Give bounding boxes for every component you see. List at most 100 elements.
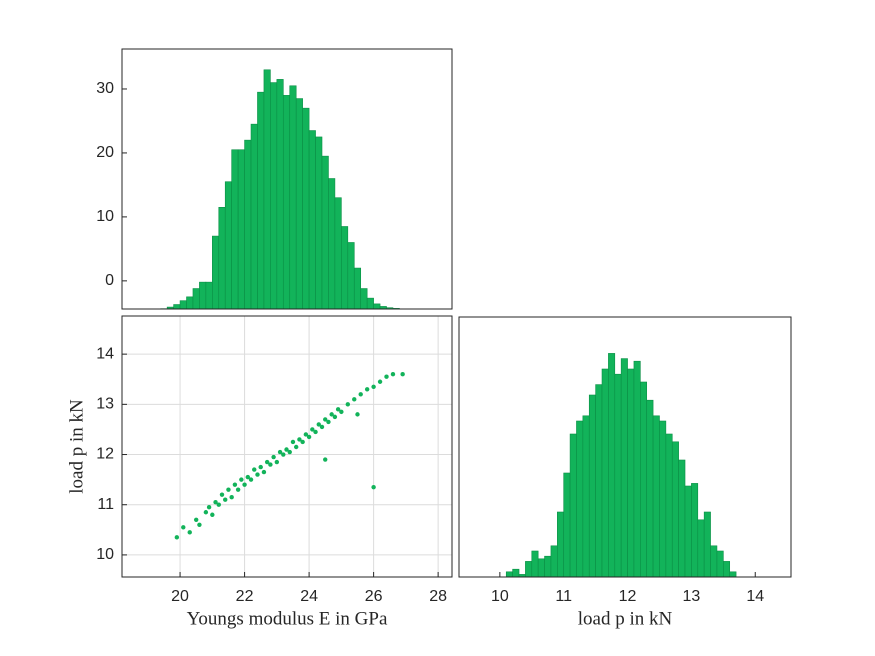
histogram-bar xyxy=(652,415,660,578)
histogram-bar xyxy=(627,368,635,578)
scatter-point xyxy=(181,525,186,530)
histogram-bar xyxy=(723,561,731,578)
scatter-point xyxy=(377,379,383,384)
y-tick-label: 12 xyxy=(96,446,114,463)
scatter-point xyxy=(300,439,305,445)
scatter-point xyxy=(206,505,212,510)
histogram-bar xyxy=(671,441,679,578)
scatter-point xyxy=(287,449,292,455)
scatter-point xyxy=(274,459,280,465)
scatter-point xyxy=(213,500,218,505)
histogram-bar xyxy=(212,235,220,310)
histogram-bar xyxy=(295,98,303,310)
scatter-point xyxy=(355,412,360,417)
scatter-point xyxy=(255,472,260,477)
scatter-point xyxy=(235,487,241,492)
histogram-bar xyxy=(525,561,533,578)
scatter-point xyxy=(319,424,325,430)
histogram-bar xyxy=(640,381,648,578)
histogram-bar xyxy=(205,281,213,310)
scatter-point xyxy=(371,484,376,490)
histogram-bar xyxy=(328,178,336,310)
histogram-bar xyxy=(601,368,609,578)
histogram-bar xyxy=(550,545,558,578)
scatter-point xyxy=(306,434,312,440)
scatter-point xyxy=(310,427,315,432)
scatter-point xyxy=(210,512,215,517)
histogram-bar xyxy=(257,91,265,310)
scatter-point xyxy=(323,417,328,422)
histogram-bar xyxy=(531,550,539,578)
scatter-point xyxy=(232,482,238,487)
x-axis-label: load p in kN xyxy=(578,608,673,629)
histogram-bar xyxy=(582,415,590,578)
histogram-bar xyxy=(192,288,200,310)
histogram-bar xyxy=(512,568,520,578)
histogram-bar xyxy=(646,399,654,578)
histogram-bar xyxy=(347,242,355,310)
scatter-point xyxy=(239,477,244,482)
scatter-point xyxy=(193,517,199,522)
histogram-bar xyxy=(710,545,718,578)
histogram-bar xyxy=(282,95,291,310)
histogram-bar xyxy=(308,130,316,310)
scatter-point xyxy=(271,454,276,460)
y-tick-label: 10 xyxy=(96,546,114,563)
histogram-bar xyxy=(633,360,641,578)
histogram-bar xyxy=(716,550,724,578)
histogram-bar xyxy=(366,297,374,310)
scatter-point xyxy=(384,374,389,379)
scatter-point xyxy=(352,397,357,402)
y-tick-label: 13 xyxy=(96,396,114,413)
scatter-point xyxy=(229,494,234,500)
scatter-point xyxy=(345,402,351,407)
histogram-bar xyxy=(614,373,622,578)
x-tick-label: 28 xyxy=(429,588,447,605)
histogram-bar xyxy=(270,82,278,310)
scatter-point xyxy=(261,469,267,475)
y-tick-label: 11 xyxy=(97,496,114,513)
x-tick-label: 24 xyxy=(300,588,318,605)
histogram-bar xyxy=(360,288,368,310)
histogram-bar xyxy=(678,459,686,578)
histogram-bar xyxy=(179,300,187,310)
histogram-bar xyxy=(505,571,513,578)
scatter-point xyxy=(364,387,370,392)
x-axis-label: Youngs modulus E in GPa xyxy=(187,608,388,629)
axes-box xyxy=(458,316,792,578)
histogram-bar xyxy=(544,555,552,578)
histogram-bar xyxy=(218,207,226,310)
y-tick-label: 10 xyxy=(96,208,114,225)
scatter-point xyxy=(371,384,376,389)
x-tick-label: 22 xyxy=(236,588,254,605)
scatter-point xyxy=(335,407,341,412)
histogram-bar xyxy=(557,511,565,578)
x-tick-label: 10 xyxy=(491,588,509,605)
scatter-point xyxy=(332,414,338,420)
scatter-point xyxy=(197,522,202,527)
scatter-point xyxy=(313,429,318,435)
scatter-point xyxy=(248,477,254,482)
scatter-point xyxy=(316,422,321,427)
histogram-bar xyxy=(576,420,584,578)
histogram-bar xyxy=(537,558,545,578)
histogram-bar xyxy=(697,519,705,578)
x-tick-label: 11 xyxy=(555,588,572,605)
histogram-bar xyxy=(373,303,381,310)
histogram-bar xyxy=(334,197,342,310)
histogram-bar xyxy=(276,79,284,310)
y-tick-label: 0 xyxy=(105,272,114,289)
y-tick-label: 14 xyxy=(96,345,114,362)
scatter-point xyxy=(223,497,228,502)
scatter-point xyxy=(258,464,263,470)
x-tick-label: 12 xyxy=(619,588,637,605)
histogram-bar xyxy=(563,472,571,578)
scatter-point xyxy=(303,432,309,437)
y-tick-label: 20 xyxy=(96,144,114,161)
scatter-point xyxy=(245,474,251,480)
scatter-point xyxy=(400,372,405,377)
histogram-bar xyxy=(315,136,323,310)
histogram-bar xyxy=(199,281,207,310)
y-axis-label: load p in kN xyxy=(66,399,87,494)
